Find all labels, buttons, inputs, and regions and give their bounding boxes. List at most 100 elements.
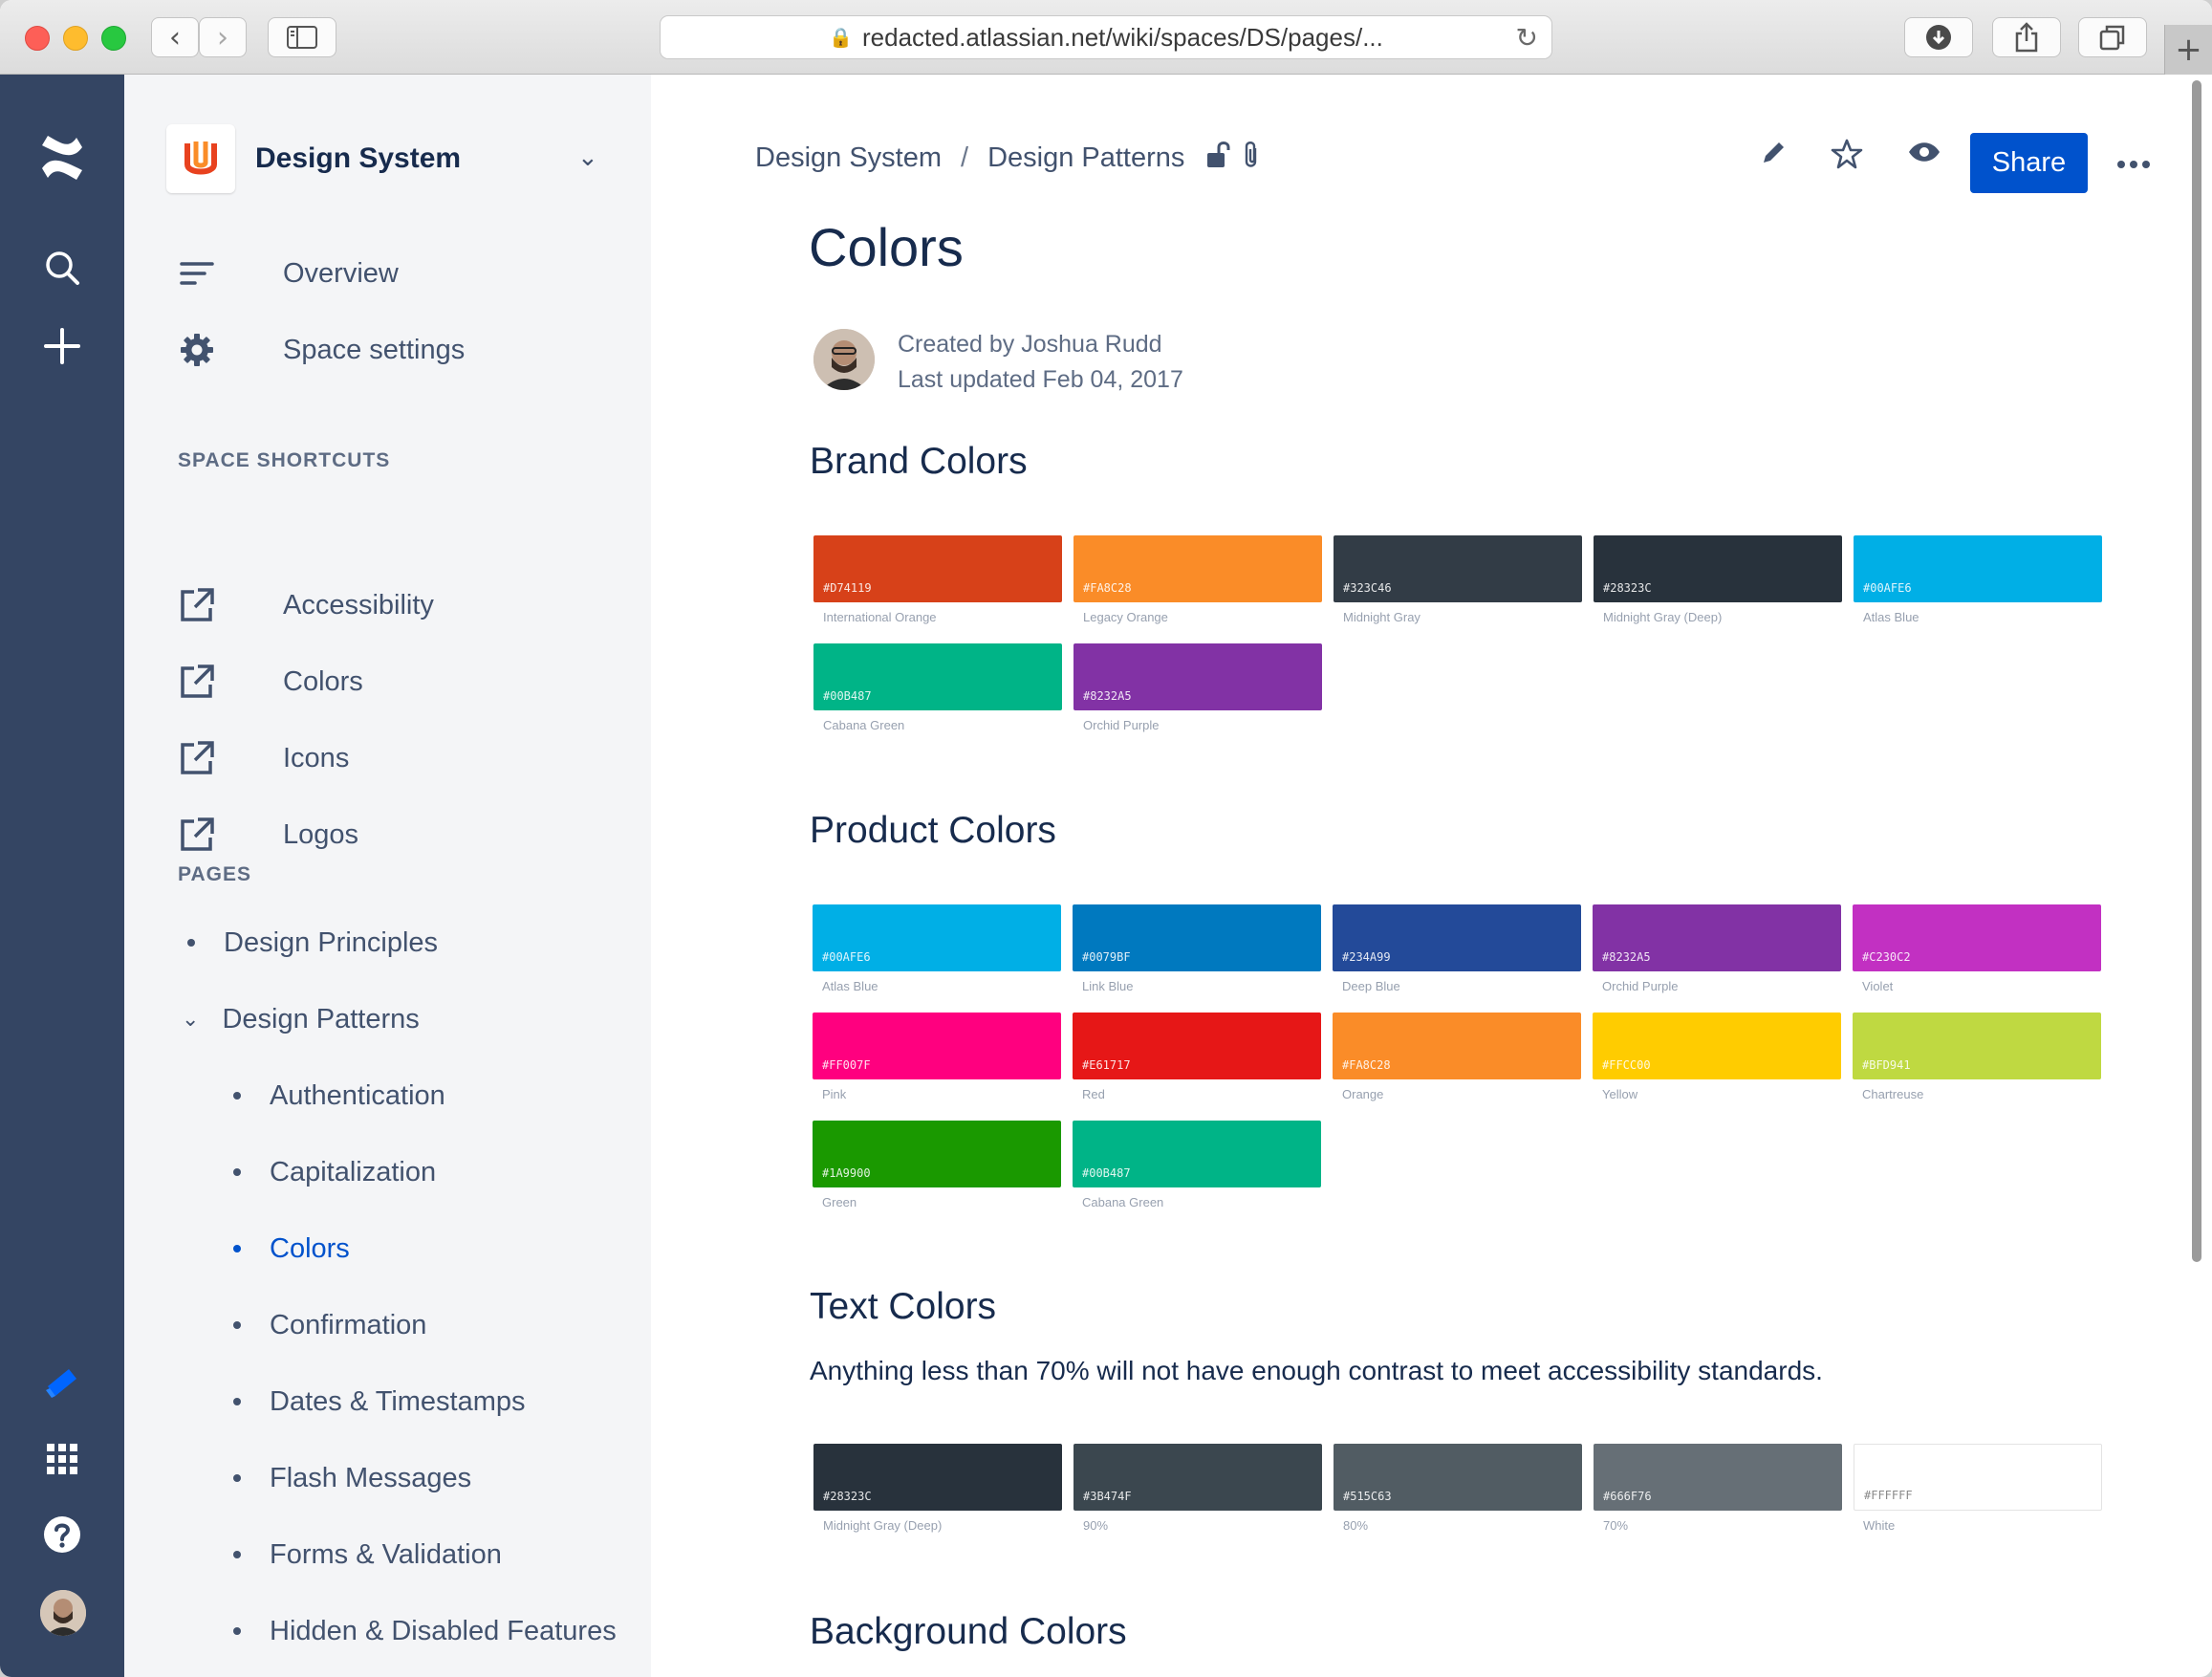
page-tree-child[interactable]: Hidden & Disabled Features [233, 1609, 617, 1653]
color-swatch: #666F76 [1594, 1444, 1842, 1511]
page-tree-child[interactable]: Capitalization [233, 1150, 436, 1194]
color-swatch: #FFFFFF [1854, 1444, 2102, 1511]
swatch-hex: #234A99 [1342, 950, 1391, 964]
external-link-icon [178, 663, 216, 701]
forward-button[interactable]: › [199, 17, 247, 57]
page-tree-item-expanded[interactable]: ⌄ Design Patterns [182, 997, 420, 1041]
download-icon [1926, 25, 1951, 50]
new-tab-button[interactable]: + [2164, 25, 2212, 75]
downloads-button[interactable] [1904, 17, 1973, 57]
swatch-hex: #00AFE6 [1863, 581, 1912, 595]
app-switcher-icon[interactable] [0, 1438, 124, 1480]
page-tree-child[interactable]: Authentication [233, 1074, 445, 1118]
help-icon[interactable] [0, 1514, 124, 1556]
tabs-icon [2099, 25, 2125, 51]
shortcut-icons[interactable]: Icons [178, 734, 349, 782]
color-swatch: #00AFE6 [1854, 535, 2102, 602]
shortcut-logos[interactable]: Logos [178, 811, 358, 859]
author-avatar[interactable] [813, 329, 875, 390]
page-scrollbar[interactable] [2192, 80, 2201, 1262]
page-tree-child[interactable]: Dates & Timestamps [233, 1380, 526, 1424]
more-actions-icon[interactable] [2116, 142, 2151, 178]
address-bar[interactable]: 🔒 redacted.atlassian.net/wiki/spaces/DS/… [660, 15, 1552, 59]
swatch-hex: #323C46 [1343, 581, 1392, 595]
color-swatch: #BFD941 [1853, 1013, 2101, 1079]
plus-icon: + [2175, 31, 2202, 69]
brand-colors-heading: Brand Colors [810, 441, 1028, 482]
swatch-hex: #00B487 [823, 689, 872, 703]
bullet-icon [233, 1627, 241, 1635]
zoom-window-button[interactable] [101, 26, 126, 51]
space-logo [166, 124, 235, 193]
bullet-icon [233, 1474, 241, 1482]
swatch-hex: #3B474F [1083, 1490, 1132, 1503]
swatch-hex: #515C63 [1343, 1490, 1392, 1503]
sidebar-item-overview[interactable]: Overview [178, 250, 399, 297]
color-swatch: #8232A5 [1073, 643, 1322, 710]
sidebar-icon [287, 26, 317, 49]
background-colors-heading: Background Colors [810, 1611, 1127, 1652]
swatch-name: Midnight Gray [1343, 610, 1420, 624]
share-button[interactable]: Share [1970, 133, 2088, 193]
shortcut-accessibility[interactable]: Accessibility [178, 581, 434, 629]
create-plus-icon[interactable] [0, 325, 124, 367]
page-tree-label: Dates & Timestamps [270, 1385, 526, 1417]
attachment-icon[interactable] [1242, 141, 1261, 176]
breadcrumb-item[interactable]: Design Patterns [987, 142, 1185, 173]
sidebar-item-space-settings[interactable]: Space settings [178, 326, 465, 374]
close-window-button[interactable] [25, 26, 50, 51]
url-text: redacted.atlassian.net/wiki/spaces/DS/pa… [862, 22, 1383, 52]
color-swatch: #00B487 [1073, 1121, 1321, 1187]
space-switcher[interactable]: Design System ⌄ [166, 124, 625, 193]
swatch-name: Orchid Purple [1083, 718, 1160, 732]
profile-avatar[interactable] [40, 1590, 86, 1636]
unlocked-icon[interactable] [1205, 141, 1230, 176]
page-byline: Created by Joshua Rudd Last updated Feb … [898, 327, 1183, 398]
notifications-megaphone-icon[interactable] [0, 1361, 124, 1404]
color-swatch: #D74119 [813, 535, 1062, 602]
page-tree-item[interactable]: Design Principles [187, 921, 438, 965]
color-swatch: #28323C [1594, 535, 1842, 602]
swatch-name: Deep Blue [1342, 979, 1400, 993]
chevron-down-icon[interactable]: ⌄ [577, 143, 598, 172]
watch-eye-icon[interactable] [1907, 138, 1941, 174]
swatch-name: Chartreuse [1862, 1087, 1924, 1101]
breadcrumb-separator: / [961, 142, 969, 173]
bullet-icon [233, 1551, 241, 1558]
breadcrumb-item[interactable]: Design System [755, 142, 943, 173]
swatch-name: International Orange [823, 610, 937, 624]
swatch-hex: #00AFE6 [822, 950, 871, 964]
swatch-name: 80% [1343, 1518, 1369, 1533]
minimize-window-button[interactable] [63, 26, 88, 51]
star-icon[interactable] [1831, 138, 1863, 178]
share-icon [2015, 22, 2038, 53]
confluence-logo-icon[interactable] [0, 134, 124, 182]
reload-icon[interactable]: ↻ [1515, 22, 1538, 54]
swatch-name: Cabana Green [823, 718, 905, 732]
tabs-overview-button[interactable] [2078, 17, 2147, 57]
page-tree-child[interactable]: Flash Messages [233, 1456, 471, 1500]
chevron-down-icon[interactable]: ⌄ [182, 1007, 200, 1032]
share-sheet-button[interactable] [1992, 17, 2061, 57]
bullet-icon [233, 1168, 241, 1176]
shortcut-colors[interactable]: Colors [178, 658, 363, 706]
swatch-name: Cabana Green [1082, 1195, 1164, 1209]
external-link-icon [178, 739, 216, 777]
sidebar-toggle-button[interactable] [268, 17, 336, 57]
page-tree-child[interactable]: Confirmation [233, 1303, 426, 1347]
color-swatch: #FA8C28 [1073, 535, 1322, 602]
page-tree-child-active[interactable]: Colors [233, 1227, 350, 1271]
edit-pencil-icon[interactable] [1760, 138, 1789, 174]
swatch-hex: #FA8C28 [1342, 1058, 1391, 1072]
swatch-name: Legacy Orange [1083, 610, 1168, 624]
page-tree-label: Authentication [270, 1079, 445, 1111]
bullet-icon [233, 1092, 241, 1100]
gear-icon [178, 331, 216, 369]
color-swatch: #3B474F [1073, 1444, 1322, 1511]
back-button[interactable]: ‹ [151, 17, 199, 57]
page-tree-child[interactable]: Forms & Validation [233, 1533, 502, 1577]
swatch-hex: #FA8C28 [1083, 581, 1132, 595]
swatch-name: White [1863, 1518, 1896, 1533]
swatch-name: Atlas Blue [822, 979, 878, 993]
search-icon[interactable] [0, 247, 124, 289]
